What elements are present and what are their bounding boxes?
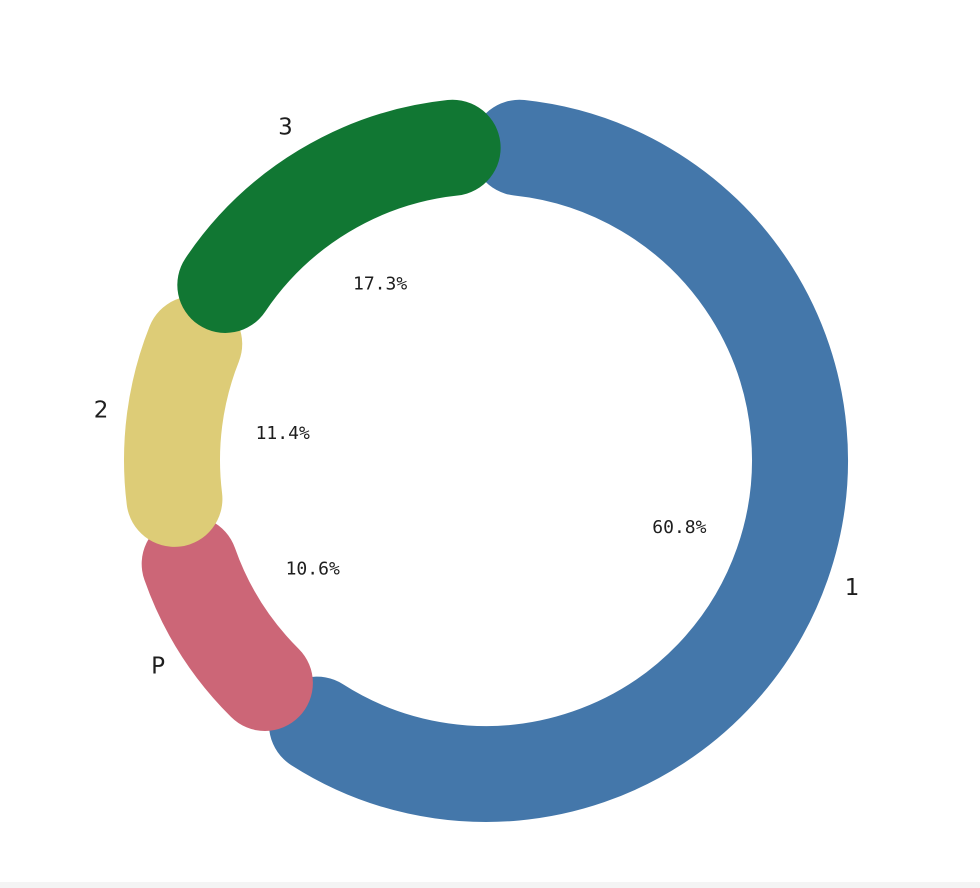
category-label-2: 2 — [94, 397, 109, 423]
slice-P — [141, 515, 313, 731]
percent-label-1: 60.8% — [652, 517, 706, 538]
slice-3 — [177, 99, 501, 333]
bottom-strip — [0, 882, 980, 888]
category-label-1: 1 — [845, 575, 860, 601]
percent-labels: 60.8% 10.6% 11.4% 17.3% — [256, 274, 707, 580]
category-label-3: 3 — [278, 114, 293, 140]
percent-label-3: 17.3% — [353, 274, 407, 295]
percent-label-2: 11.4% — [256, 423, 310, 444]
slice-2 — [124, 295, 243, 547]
category-label-P: P — [151, 654, 165, 680]
percent-label-P: 10.6% — [286, 559, 340, 580]
donut-slices — [124, 99, 848, 822]
slice-1 — [269, 99, 848, 822]
category-labels: 1 P 2 3 — [94, 114, 860, 679]
